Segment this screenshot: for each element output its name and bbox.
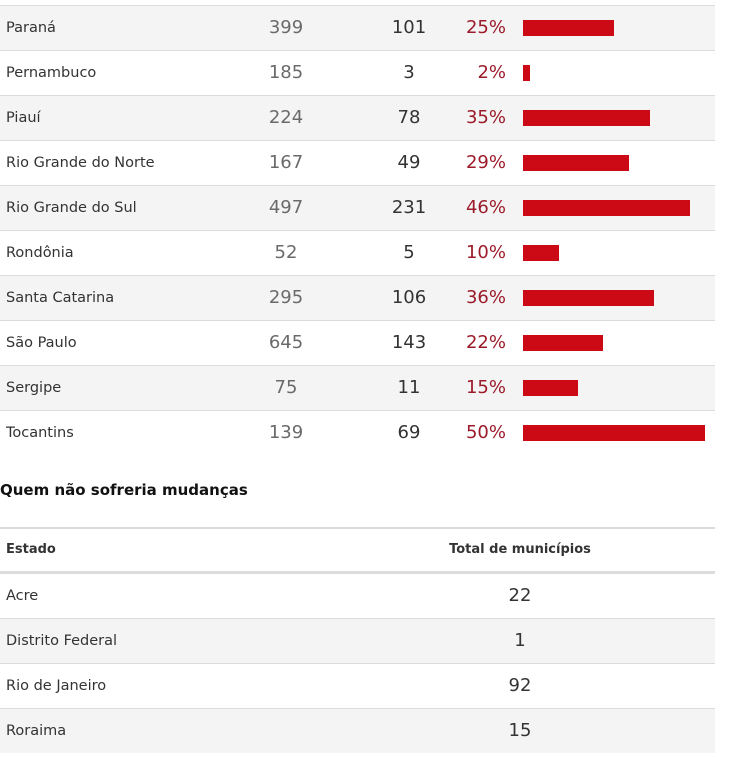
percent-bar	[523, 200, 690, 216]
percent-bar	[523, 110, 650, 126]
changed-municipalities: 106	[391, 287, 427, 308]
percent-bar	[523, 65, 530, 81]
table-row: Rondônia 52 5 10%	[0, 230, 715, 275]
state-name: Rondônia	[6, 245, 74, 261]
state-name: Rio Grande do Sul	[6, 200, 137, 216]
total-municipalities: 224	[268, 107, 304, 128]
state-name: Paraná	[6, 20, 56, 36]
table-row: Paraná 399 101 25%	[0, 5, 715, 50]
changed-municipalities: 101	[391, 17, 427, 38]
table-row: Roraima 15	[0, 708, 715, 753]
state-name: Rio Grande do Norte	[6, 155, 155, 171]
state-name: Sergipe	[6, 380, 62, 396]
total-municipalities: 15	[508, 720, 532, 741]
changed-municipalities: 11	[397, 377, 421, 398]
state-name: Rio de Janeiro	[6, 678, 107, 694]
table-row: Rio Grande do Norte 167 49 29%	[0, 140, 715, 185]
percent-bar	[523, 335, 603, 351]
total-municipalities: 185	[268, 62, 304, 83]
total-municipalities: 295	[268, 287, 304, 308]
table-row: Piauí 224 78 35%	[0, 95, 715, 140]
table-row: São Paulo 645 143 22%	[0, 320, 715, 365]
percent-value: 22%	[465, 332, 506, 353]
unchanged-states-table: Estado Total de municípios Acre 22 Distr…	[0, 527, 715, 753]
total-municipalities: 1	[514, 630, 526, 651]
percent-value: 2%	[477, 62, 506, 83]
percent-bar	[523, 425, 705, 441]
table-row: Sergipe 75 11 15%	[0, 365, 715, 410]
table-row: Rio de Janeiro 92	[0, 663, 715, 708]
state-name: Acre	[6, 588, 39, 604]
state-name: Santa Catarina	[6, 290, 115, 306]
table-row: Santa Catarina 295 106 36%	[0, 275, 715, 320]
percent-bar	[523, 155, 629, 171]
table-row: Distrito Federal 1	[0, 618, 715, 663]
total-municipalities: 92	[508, 675, 532, 696]
state-name: Roraima	[6, 723, 67, 739]
column-header-total: Total de municípios	[449, 542, 591, 557]
percent-value: 10%	[465, 242, 506, 263]
percent-bar	[523, 245, 559, 261]
total-municipalities: 22	[508, 585, 532, 606]
total-municipalities: 75	[274, 377, 298, 398]
percent-value: 35%	[465, 107, 506, 128]
percent-bar	[523, 20, 614, 36]
changed-municipalities: 49	[397, 152, 421, 173]
changed-municipalities: 3	[403, 62, 415, 83]
total-municipalities: 139	[268, 422, 304, 443]
percent-value: 36%	[465, 287, 506, 308]
changed-municipalities: 69	[397, 422, 421, 443]
total-municipalities: 167	[268, 152, 304, 173]
table-row: Tocantins 139 69 50%	[0, 410, 715, 455]
state-name: São Paulo	[6, 335, 77, 351]
percent-value: 25%	[465, 17, 506, 38]
table-row: Acre 22	[0, 573, 715, 618]
table-row: Pernambuco 185 3 2%	[0, 50, 715, 95]
state-name: Tocantins	[6, 425, 74, 441]
percent-value: 50%	[465, 422, 506, 443]
changed-municipalities: 231	[391, 197, 427, 218]
changed-municipalities: 143	[391, 332, 427, 353]
percent-bar	[523, 380, 578, 396]
section-title: Quem não sofreria mudanças	[0, 481, 248, 499]
municipalities-change-table: Paraná 399 101 25% Pernambuco 185 3 2% P…	[0, 5, 715, 455]
state-name: Piauí	[6, 110, 41, 126]
total-municipalities: 497	[268, 197, 304, 218]
table-row: Rio Grande do Sul 497 231 46%	[0, 185, 715, 230]
total-municipalities: 399	[268, 17, 304, 38]
changed-municipalities: 5	[403, 242, 415, 263]
percent-value: 29%	[465, 152, 506, 173]
state-name: Distrito Federal	[6, 633, 118, 649]
table-header: Estado Total de municípios	[0, 527, 715, 573]
total-municipalities: 52	[274, 242, 298, 263]
percent-value: 46%	[465, 197, 506, 218]
state-name: Pernambuco	[6, 65, 97, 81]
column-header-state: Estado	[6, 542, 56, 557]
percent-value: 15%	[465, 377, 506, 398]
percent-bar	[523, 290, 654, 306]
changed-municipalities: 78	[397, 107, 421, 128]
total-municipalities: 645	[268, 332, 304, 353]
